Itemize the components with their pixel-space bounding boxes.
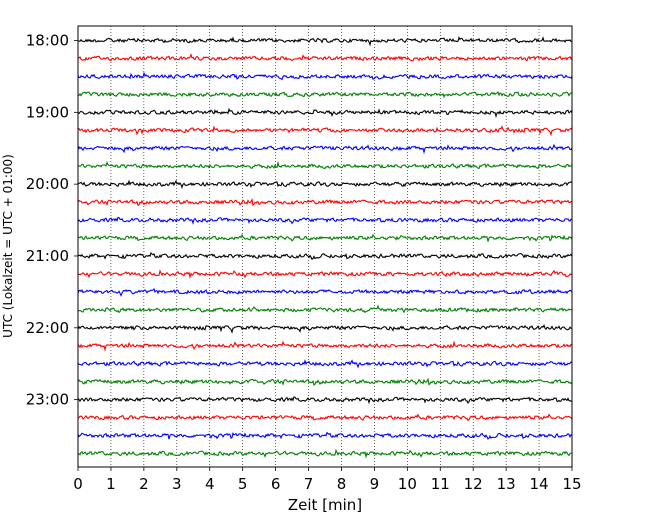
trace-2300: [77, 396, 573, 405]
trace-1800: [77, 36, 573, 47]
trace-2045: [77, 233, 573, 242]
trace-1930: [77, 143, 573, 155]
trace-2330: [77, 431, 573, 440]
x-tick-label-5: 5: [238, 475, 248, 493]
trace-1830: [77, 71, 573, 81]
trace-2245: [77, 377, 573, 386]
trace-2100: [77, 252, 573, 261]
trace-2130: [77, 287, 573, 297]
x-tick-label-2: 2: [139, 475, 149, 493]
trace-2000: [77, 179, 573, 189]
x-axis-ticks: 0 1 2 3 4 5 6 7 8 9 10 11 12 13 14 15: [73, 467, 582, 493]
trace-2015: [77, 198, 573, 207]
trace-2200: [77, 323, 573, 334]
y-tick-label-3: 21:00: [26, 247, 69, 265]
y-tick-label-2: 20:00: [26, 175, 69, 193]
x-tick-label-1: 1: [106, 475, 116, 493]
trace-1945: [77, 160, 573, 170]
plot-frame: [77, 25, 573, 468]
trace-2315: [77, 413, 573, 422]
x-tick-label-7: 7: [304, 475, 314, 493]
trace-2230: [77, 359, 573, 369]
x-tick-label-0: 0: [73, 475, 83, 493]
y-tick-label-4: 22:00: [26, 319, 69, 337]
x-tick-label-13: 13: [497, 475, 516, 493]
y-tick-label-5: 23:00: [26, 391, 69, 409]
trace-1845: [77, 91, 573, 99]
x-tick-label-6: 6: [271, 475, 281, 493]
y-axis-label: UTC (Lokalzeit = UTC + 01:00): [1, 154, 15, 338]
trace-2115: [77, 269, 573, 280]
trace-1815: [77, 52, 573, 62]
y-axis-ticks: 18:00 19:00 20:00 21:00 22:00 23:00: [26, 32, 78, 409]
x-tick-label-9: 9: [370, 475, 380, 493]
x-tick-label-8: 8: [337, 475, 347, 493]
trace-1900: [77, 107, 573, 119]
x-tick-label-15: 15: [562, 475, 581, 493]
x-tick-label-14: 14: [530, 475, 549, 493]
y-tick-label-0: 18:00: [26, 32, 69, 50]
trace-2030: [77, 216, 573, 225]
x-tick-label-4: 4: [205, 475, 215, 493]
x-axis-label: Zeit [min]: [288, 496, 362, 514]
x-tick-label-12: 12: [464, 475, 483, 493]
x-tick-label-3: 3: [172, 475, 182, 493]
trace-2145: [77, 304, 573, 314]
y-tick-label-1: 19:00: [26, 103, 69, 121]
trace-1915: [77, 125, 573, 137]
trace-2215: [77, 340, 573, 352]
x-tick-label-10: 10: [398, 475, 417, 493]
trace-2345: [77, 448, 573, 459]
seismic-traces: [77, 36, 573, 459]
x-tick-label-11: 11: [431, 475, 450, 493]
